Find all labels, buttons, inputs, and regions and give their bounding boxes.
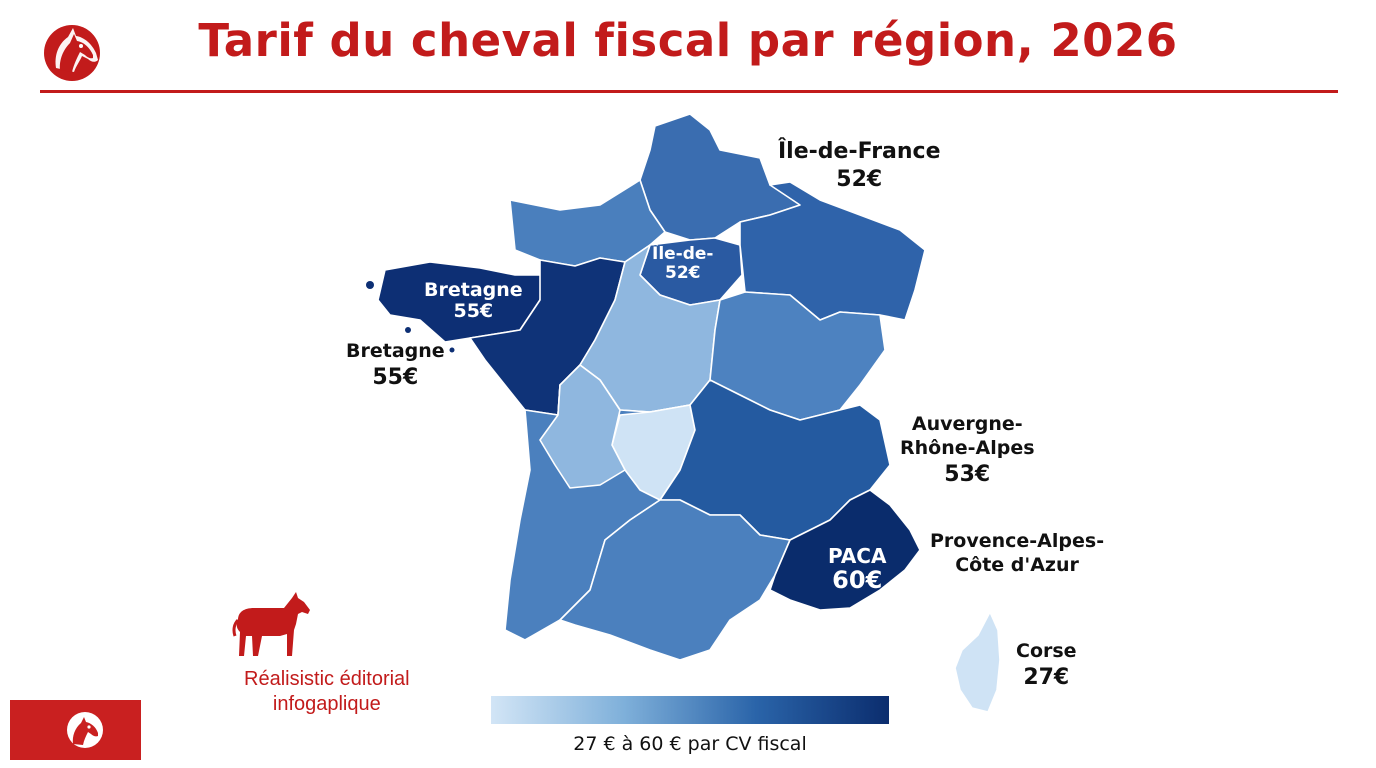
region-poitou-highlight: [539, 364, 626, 489]
label-bretagne-name: Bretagne: [346, 340, 445, 362]
label-paca-name-1: Provence-Alpes-: [930, 530, 1105, 552]
label-paca: Provence-Alpes- Côte d'Azur: [930, 530, 1104, 578]
horse-head-logo-icon: [44, 25, 100, 81]
label-corse: Corse 27€: [1016, 640, 1077, 691]
horse-head-icon: [67, 712, 103, 748]
map-label-paca-name: PACA: [828, 544, 887, 568]
page-title: Tarif du cheval fiscal par région, 2026: [198, 14, 1178, 67]
label-bretagne-value: 55€: [372, 364, 419, 390]
map-label-bretagne-name: Bretagne: [424, 279, 523, 301]
map-label-paca-value: 60€: [832, 566, 883, 595]
label-bretagne: Bretagne 55€: [346, 340, 445, 391]
map-label-idf: Île-de- 52€: [652, 244, 714, 284]
label-ile-de-france: Île-de-France 52€: [778, 138, 941, 193]
bretagne-coast-islands: [366, 281, 455, 353]
label-idf-value: 52€: [836, 166, 883, 192]
label-paca-name-2: Côte d'Azur: [955, 553, 1079, 576]
tagline-line-1: Réalisistic éditorial: [244, 668, 410, 690]
label-idf-name: Île-de-France: [778, 139, 941, 164]
label-auvergne-rhone-alpes: Auvergne- Rhône-Alpes 53€: [900, 413, 1035, 488]
region-corse: [954, 611, 1001, 713]
color-scale-caption: 27 € à 60 € par CV fiscal: [573, 733, 807, 755]
region-paca: [769, 489, 921, 611]
map-label-idf-value: 52€: [665, 263, 701, 284]
label-corse-name: Corse: [1016, 640, 1077, 662]
label-aura-name-1: Auvergne-: [911, 413, 1023, 435]
tagline: Réalisistic éditorial infogaplique: [244, 667, 410, 717]
label-aura-name-2: Rhône-Alpes: [900, 436, 1035, 459]
horse-icon: [232, 592, 310, 656]
label-corse-value: 27€: [1023, 664, 1070, 690]
color-scale-bar: [491, 696, 889, 724]
tagline-line-2: infogaplique: [272, 693, 381, 715]
label-aura-value: 53€: [944, 461, 991, 487]
map-label-bretagne-value: 55€: [453, 300, 494, 323]
map-label-bretagne: Bretagne 55€: [424, 279, 523, 323]
brand-badge: [10, 700, 141, 760]
map-label-paca: PACA 60€: [828, 545, 886, 594]
map-label-idf-name: Île-de-: [652, 244, 714, 264]
title-divider: [40, 90, 1338, 93]
